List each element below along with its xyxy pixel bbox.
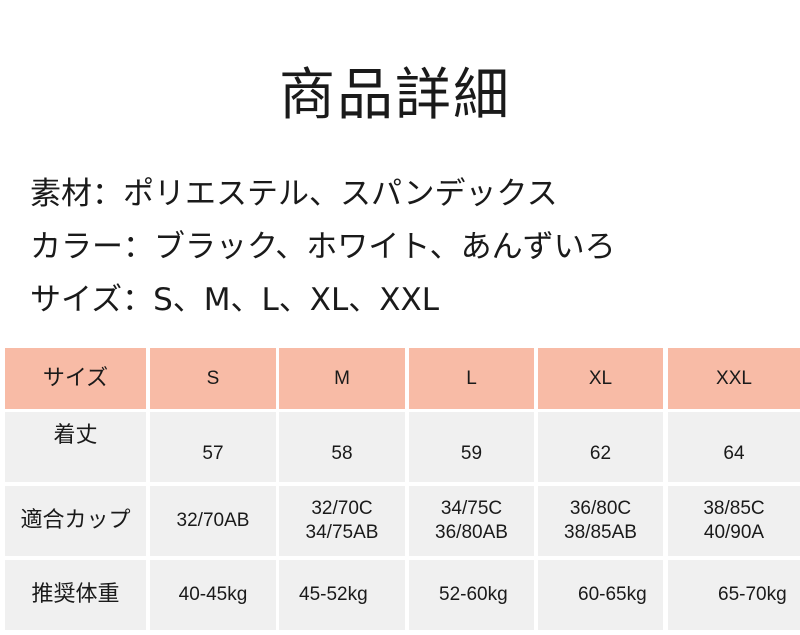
table-cell: 38/85C 40/90A xyxy=(668,486,800,556)
cell-text: XL xyxy=(588,367,613,389)
cell-text: 38/85AB xyxy=(564,522,637,543)
cell-text: 40-45kg xyxy=(178,584,248,605)
cell-text: M xyxy=(334,367,350,389)
cell-text: 62 xyxy=(589,443,612,464)
cell-text: 32/70C xyxy=(311,498,373,519)
row-label: 着丈 xyxy=(5,412,146,482)
table-header-cell: M xyxy=(279,348,405,409)
cell-text: 推奨体重 xyxy=(31,582,120,607)
spec-size: サイズ：S、M、L、XL、XXL xyxy=(30,282,440,318)
cell-text: 40/90A xyxy=(703,522,765,543)
row-label: 推奨体重 xyxy=(5,560,146,630)
cell-text: S xyxy=(206,367,220,389)
cell-text: 58 xyxy=(331,443,353,464)
row-label: 適合カップ xyxy=(5,486,146,556)
spec-color: カラー：ブラック、ホワイト、あんずいろ xyxy=(30,229,616,265)
table-cell: 60-65kg xyxy=(538,560,663,630)
table-cell: 65-70kg xyxy=(668,560,800,630)
page-title: 商品詳細 xyxy=(279,63,511,128)
cell-text: サイズ xyxy=(42,365,109,391)
table-cell: 64 xyxy=(668,412,800,482)
cell-text: 64 xyxy=(723,443,745,464)
table-header-cell: XL xyxy=(538,348,663,409)
cell-text: 着丈 xyxy=(53,423,98,448)
table-header-cell: S xyxy=(150,348,276,409)
cell-text: XXL xyxy=(716,367,752,389)
cell-text: 59 xyxy=(460,443,483,464)
table-cell: 34/75C 36/80AB xyxy=(409,486,534,556)
cell-text: 52-60kg xyxy=(439,584,508,605)
table-cell: 32/70C 34/75AB xyxy=(279,486,405,556)
cell-text: L xyxy=(466,367,477,389)
cell-text: 38/85C xyxy=(703,498,765,519)
table-cell: 57 xyxy=(150,412,276,482)
cell-text: 34/75AB xyxy=(305,522,379,543)
table-cell: 36/80C 38/85AB xyxy=(538,486,663,556)
cell-text: 57 xyxy=(202,443,224,464)
spec-material: 素材：ポリエステル、スパンデックス xyxy=(30,176,558,212)
table-cell: 58 xyxy=(279,412,405,482)
table-cell: 62 xyxy=(538,412,663,482)
table-header-cell: サイズ xyxy=(5,348,146,409)
cell-text: 60-65kg xyxy=(578,584,647,605)
cell-text: 36/80AB xyxy=(435,522,508,543)
table-cell: 45-52kg xyxy=(279,560,405,630)
table-cell: 52-60kg xyxy=(409,560,534,630)
table-header-cell: L xyxy=(409,348,534,409)
cell-text: 36/80C xyxy=(569,498,632,519)
table-cell: 59 xyxy=(409,412,534,482)
table-cell: 40-45kg xyxy=(150,560,276,630)
table-cell: 32/70AB xyxy=(150,486,276,556)
cell-text: 適合カップ xyxy=(20,508,131,533)
cell-text: 65-70kg xyxy=(718,584,787,605)
cell-text: 34/75C xyxy=(440,498,503,519)
table-header-cell: XXL xyxy=(668,348,800,409)
cell-text: 32/70AB xyxy=(176,510,250,531)
cell-text: 45-52kg xyxy=(299,584,368,605)
